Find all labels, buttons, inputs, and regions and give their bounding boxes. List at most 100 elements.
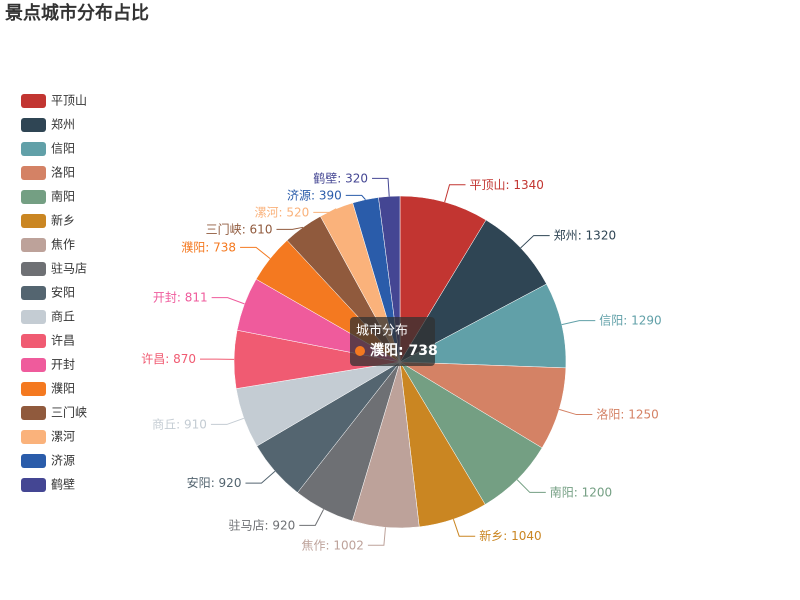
- legend-swatch: [21, 334, 46, 348]
- slice-label: 郑州: 1320: [554, 227, 616, 242]
- legend-swatch: [21, 406, 46, 420]
- slice-label: 鹤壁: 320: [313, 170, 368, 185]
- slice-label-name: 鹤壁: [313, 170, 337, 185]
- legend-swatch: [21, 118, 46, 132]
- legend-label: 信阳: [51, 142, 75, 156]
- slice-label-value: 1040: [511, 529, 542, 543]
- slice-label-sep: :: [265, 518, 273, 532]
- slice-label-value: 610: [250, 222, 273, 236]
- slice-label-name: 三门峡: [206, 221, 242, 236]
- slice-label-value: 1340: [513, 177, 544, 191]
- leader-line: [561, 320, 596, 326]
- slice-label: 开封: 811: [153, 290, 208, 304]
- legend-label: 平顶山: [51, 94, 87, 108]
- slice-label-sep: :: [205, 240, 213, 254]
- legend-label: 安阳: [51, 285, 75, 300]
- slice-label-name: 驻马店: [229, 517, 265, 532]
- legend-swatch: [21, 478, 46, 492]
- leader-line: [452, 519, 476, 537]
- leader-line: [210, 417, 245, 425]
- leader-line: [313, 208, 337, 213]
- legend-swatch: [21, 310, 46, 324]
- slice-label-value: 738: [213, 240, 236, 254]
- legend-label: 三门峡: [51, 405, 87, 420]
- legend-swatch: [21, 214, 46, 228]
- tooltip-name: 濮阳: [370, 342, 398, 359]
- legend-label: 南阳: [51, 189, 75, 204]
- slice-label-value: 1200: [582, 485, 613, 499]
- legend-label: 漯河: [51, 430, 75, 444]
- slice-label: 信阳: 1290: [599, 313, 661, 327]
- legend-swatch: [21, 358, 46, 372]
- slice-label-sep: :: [325, 538, 333, 552]
- slice-label: 驻马店: 920: [229, 517, 296, 532]
- legend-label: 济源: [51, 453, 75, 468]
- slice-label: 平顶山: 1340: [470, 177, 544, 191]
- slice-label-name: 开封: [153, 290, 177, 304]
- slice-label-name: 郑州: [554, 227, 578, 242]
- slice-label-name: 济源: [287, 187, 311, 202]
- slice-label-sep: :: [176, 417, 184, 431]
- legend-swatch: [21, 286, 46, 300]
- legend-label: 新乡: [51, 213, 75, 228]
- legend-swatch: [21, 94, 46, 108]
- leader-line: [558, 408, 593, 416]
- legend-label: 许昌: [51, 334, 75, 348]
- slice-label: 洛阳: 1250: [596, 406, 658, 421]
- legend-swatch: [21, 142, 46, 156]
- slice-label: 南阳: 1200: [550, 484, 612, 499]
- legend-label: 焦作: [51, 238, 75, 252]
- tooltip-title: 城市分布: [356, 323, 408, 339]
- slice-label-sep: :: [503, 529, 511, 543]
- slice-label-name: 商丘: [152, 416, 176, 431]
- slice-label: 濮阳: 738: [181, 239, 236, 254]
- leader-line: [299, 509, 325, 526]
- leader-line: [372, 177, 390, 197]
- tooltip-text: 濮阳: 738: [370, 342, 438, 359]
- slice-label: 焦作: 1002: [301, 538, 363, 552]
- leader-line: [345, 194, 366, 200]
- legend-label: 开封: [51, 358, 75, 372]
- slice-label-value: 320: [345, 171, 368, 185]
- slice-label-value: 811: [185, 290, 208, 304]
- slice-label-sep: :: [211, 476, 219, 490]
- slice-label-value: 1002: [333, 538, 364, 552]
- pie-slice: [399, 283, 567, 369]
- legend-swatch: [21, 190, 46, 204]
- leader-line: [367, 527, 386, 546]
- slice-label-name: 南阳: [550, 484, 574, 499]
- slice-label-sep: :: [177, 290, 185, 304]
- slice-label: 安阳: 920: [187, 475, 242, 490]
- slice-label: 三门峡: 610: [206, 221, 273, 236]
- slice-label-value: 870: [173, 352, 196, 366]
- slice-label-name: 新乡: [479, 528, 503, 543]
- slice-label-name: 信阳: [599, 313, 623, 327]
- leader-line: [245, 470, 276, 484]
- legend-swatch: [21, 382, 46, 396]
- leader-line: [276, 226, 304, 230]
- slice-label-sep: :: [506, 177, 514, 191]
- slice-label-value: 910: [184, 417, 207, 431]
- slice-label-sep: :: [279, 205, 287, 219]
- slice-label-sep: :: [311, 188, 319, 202]
- slice-label-value: 920: [272, 518, 295, 532]
- slice-label-name: 焦作: [301, 538, 325, 552]
- legend-label: 洛阳: [51, 165, 75, 180]
- slice-label-sep: :: [620, 407, 628, 421]
- slice-label-name: 安阳: [187, 475, 211, 490]
- slice-label-sep: :: [242, 222, 250, 236]
- leader-line: [520, 235, 550, 249]
- legend-swatch: [21, 166, 46, 180]
- slice-label: 漯河: 520: [255, 205, 310, 219]
- leader-line: [240, 246, 271, 259]
- slice-label-value: 1290: [631, 313, 662, 327]
- legend-label: 商丘: [51, 309, 75, 324]
- tooltip-value: 738: [408, 343, 437, 359]
- slice-label-sep: :: [578, 228, 586, 242]
- slice-label-value: 1250: [628, 407, 659, 421]
- slice-label: 商丘: 910: [152, 416, 207, 431]
- legend-swatch: [21, 238, 46, 252]
- slice-label-value: 520: [286, 205, 309, 219]
- tooltip-marker: [355, 346, 365, 356]
